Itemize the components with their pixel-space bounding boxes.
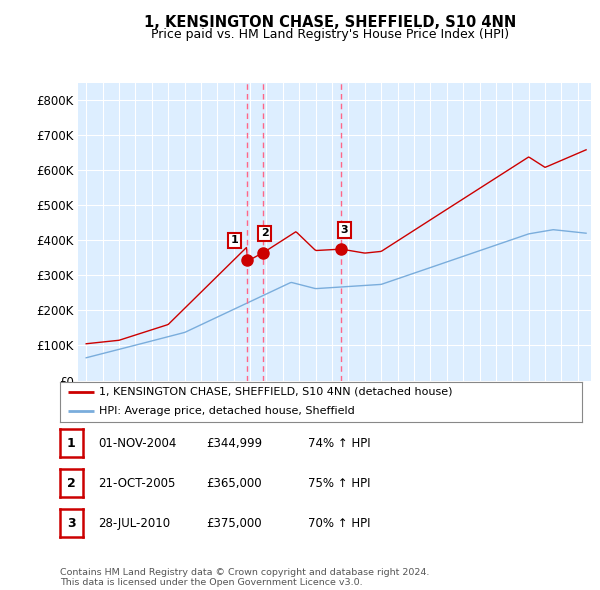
Text: £365,000: £365,000 (206, 477, 262, 490)
Text: 2: 2 (67, 477, 76, 490)
Text: 3: 3 (67, 517, 76, 530)
Text: 1, KENSINGTON CHASE, SHEFFIELD, S10 4NN (detached house): 1, KENSINGTON CHASE, SHEFFIELD, S10 4NN … (99, 387, 452, 396)
Text: Contains HM Land Registry data © Crown copyright and database right 2024.
This d: Contains HM Land Registry data © Crown c… (60, 568, 430, 587)
Text: 1, KENSINGTON CHASE, SHEFFIELD, S10 4NN: 1, KENSINGTON CHASE, SHEFFIELD, S10 4NN (144, 15, 516, 30)
Text: 21-OCT-2005: 21-OCT-2005 (98, 477, 175, 490)
Text: HPI: Average price, detached house, Sheffield: HPI: Average price, detached house, Shef… (99, 405, 355, 415)
Text: 3: 3 (341, 225, 349, 235)
Text: 74% ↑ HPI: 74% ↑ HPI (308, 437, 370, 450)
Text: £375,000: £375,000 (206, 517, 262, 530)
Text: Price paid vs. HM Land Registry's House Price Index (HPI): Price paid vs. HM Land Registry's House … (151, 28, 509, 41)
Text: 70% ↑ HPI: 70% ↑ HPI (308, 517, 370, 530)
Text: 1: 1 (230, 235, 238, 245)
Text: £344,999: £344,999 (206, 437, 262, 450)
Text: 01-NOV-2004: 01-NOV-2004 (98, 437, 176, 450)
Text: 2: 2 (261, 228, 269, 238)
Text: 28-JUL-2010: 28-JUL-2010 (98, 517, 170, 530)
Text: 75% ↑ HPI: 75% ↑ HPI (308, 477, 370, 490)
Text: 1: 1 (67, 437, 76, 450)
